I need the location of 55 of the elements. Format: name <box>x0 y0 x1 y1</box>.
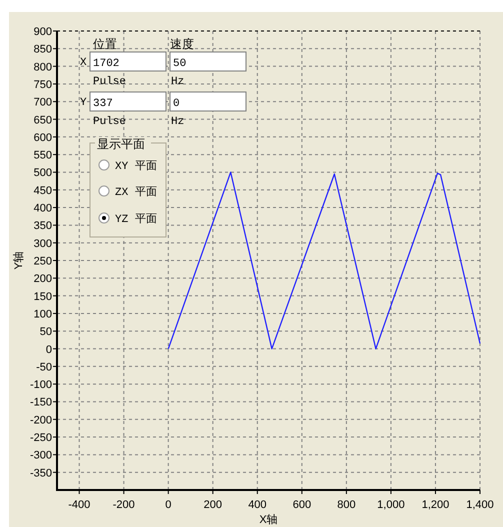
annotation: 速度 <box>170 37 194 51</box>
x-tick-label: 0 <box>165 499 172 511</box>
y-tick-label: 850 <box>34 44 52 56</box>
x-tick-label: 600 <box>292 499 312 511</box>
y-tick-label: 400 <box>34 202 52 215</box>
annotation: Pulse <box>93 76 126 88</box>
annotation: Hz <box>171 76 184 88</box>
y-tick-label: -100 <box>30 379 52 392</box>
y-tick-label: 150 <box>34 290 52 303</box>
y-tick-label: -200 <box>30 414 52 426</box>
annotation: Pulse <box>93 116 126 128</box>
annotation: 337 <box>93 98 113 110</box>
y-tick-label: 700 <box>34 96 52 109</box>
x-tick-label: -400 <box>68 499 90 511</box>
x-tick-label: 1,200 <box>422 499 450 511</box>
y-tick-label: 550 <box>34 150 52 162</box>
x-tick-label: 400 <box>248 499 267 511</box>
x-tick-label: 200 <box>204 499 222 511</box>
y-tick-label: 650 <box>34 114 52 126</box>
line-series <box>168 172 481 350</box>
y-tick-label: -50 <box>36 361 52 374</box>
y-tick-label: 200 <box>34 273 52 286</box>
y-tick-label: 300 <box>34 238 52 250</box>
x-axis-title: X轴 <box>259 513 278 526</box>
y-tick-label: 0 <box>46 344 52 356</box>
y-tick-label: 450 <box>34 184 52 197</box>
x-tick-label: 1,400 <box>466 499 494 511</box>
annotation: 50 <box>173 58 186 70</box>
y-tick-label: 750 <box>34 78 52 91</box>
annotation: 0 <box>173 98 180 110</box>
y-tick-label: -150 <box>30 396 52 409</box>
y-tick-label: 350 <box>34 220 52 232</box>
annotation: ZX 平面 <box>115 186 157 199</box>
y-tick-label: 250 <box>34 256 52 268</box>
y-tick-label: 600 <box>34 132 52 144</box>
y-tick-label: 500 <box>34 167 52 180</box>
annotation: Hz <box>171 116 184 128</box>
y-axis-title: Y轴 <box>12 251 25 270</box>
x-tick-label: 1,000 <box>377 499 405 511</box>
annotation: XY 平面 <box>115 160 157 173</box>
y-tick-label: 800 <box>34 61 52 74</box>
x-tick-label: 800 <box>337 499 356 511</box>
y-tick-label: -250 <box>30 432 52 444</box>
annotation: 位置 <box>93 37 117 51</box>
annotation: X <box>80 57 87 69</box>
annotation: YZ 平面 <box>115 213 157 226</box>
annotation: 显示平面 <box>97 137 145 151</box>
y-tick-label: 50 <box>40 326 52 338</box>
y-tick-label: -350 <box>30 467 52 480</box>
x-tick-label: -200 <box>112 499 135 511</box>
annotation: Y <box>80 97 87 109</box>
y-tick-label: -300 <box>30 450 52 462</box>
annotation: 1702 <box>93 58 120 70</box>
y-tick-label: 900 <box>34 26 52 38</box>
y-tick-label: 100 <box>34 308 52 320</box>
